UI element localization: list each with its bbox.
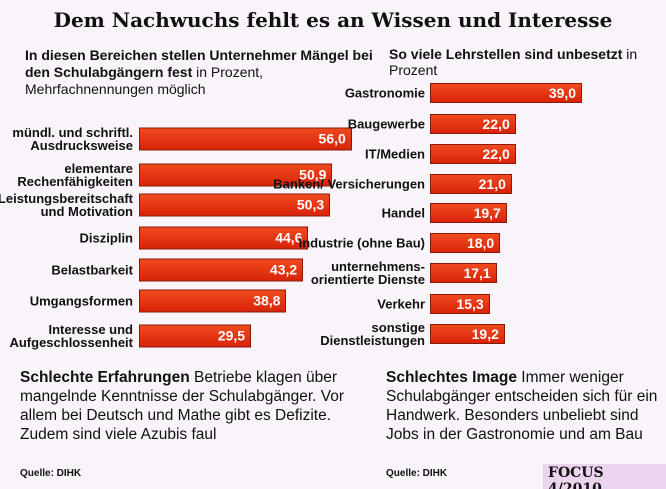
left-chart-title: In diesen Bereichen stellen Unternehmer … <box>25 47 373 80</box>
bar: 18,0 <box>430 233 501 253</box>
left-chart-subtitle: In diesen Bereichen stellen Unternehmer … <box>25 47 375 98</box>
value-label: 56,0 <box>318 130 346 147</box>
right-text: Schlechtes Image Immer weniger Schulabgä… <box>386 368 664 444</box>
bar: 50,9 <box>139 163 333 187</box>
value-label: 50,3 <box>296 196 325 213</box>
bar: 56,0 <box>139 127 352 151</box>
bar: 19,2 <box>430 324 505 344</box>
value-label: 15,3 <box>456 296 484 312</box>
bar: 50,3 <box>139 193 331 217</box>
value-label: 44,6 <box>275 229 303 246</box>
right-text-body: Immer weniger Schulabgänger entscheiden … <box>386 369 658 443</box>
category-label: mündl. und schriftl. Ausdrucksweise <box>12 125 133 153</box>
bar: 19,7 <box>430 203 507 223</box>
bar: 43,2 <box>139 258 304 282</box>
value-label: 50,9 <box>299 166 327 183</box>
value-label: 38,8 <box>253 292 281 309</box>
category-label: Leistungsbereitschaft und Motivation <box>0 191 133 219</box>
category-label: Gastronomie <box>344 85 425 101</box>
category-label: Belastbarkeit <box>51 262 133 278</box>
category-label: elementare Rechenfähigkeiten <box>17 161 133 189</box>
value-label: 21,0 <box>478 176 506 192</box>
right-chart-subtitle: So viele Lehrstellen sind unbesetzt in P… <box>389 46 666 78</box>
value-label: 22,0 <box>482 116 510 132</box>
left-source: Quelle: DIHK <box>20 468 82 479</box>
bar: 22,0 <box>430 144 516 164</box>
value-label: 29,5 <box>217 327 246 344</box>
bar: 21,0 <box>430 174 512 194</box>
left-text: Schlechte Erfahrungen Betriebe klagen üb… <box>20 368 372 444</box>
bar: 22,0 <box>430 114 516 134</box>
category-label: Banken/ Versicherungen <box>273 176 425 192</box>
bar: 44,6 <box>139 226 309 250</box>
right-source: Quelle: DIHK <box>386 468 448 479</box>
bar: 38,8 <box>139 289 287 313</box>
value-label: 18,0 <box>466 235 495 251</box>
bar: 15,3 <box>430 294 490 314</box>
category-label: Umgangsformen <box>29 293 133 309</box>
category-label: Handel <box>381 205 425 221</box>
value-label: 19,7 <box>473 205 501 221</box>
left-text-body: Betriebe klagen über mangelnde Kenntniss… <box>20 369 345 443</box>
bar: 39,0 <box>430 83 583 103</box>
left-chart-unit: in Prozent, <box>196 64 264 80</box>
category-label: Baugewerbe <box>347 116 425 132</box>
right-chart-title: So viele Lehrstellen sind unbesetzt <box>389 46 623 62</box>
category-label: Interesse und Aufgeschlossenheit <box>9 322 133 350</box>
bar: 17,1 <box>430 263 497 283</box>
value-label: 19,2 <box>471 326 499 342</box>
left-text-head: Schlechte Erfahrungen <box>20 369 190 386</box>
category-label: sonstige Dienstleistungen <box>320 320 425 348</box>
right-text-head: Schlechtes Image <box>386 369 517 386</box>
category-label: Disziplin <box>79 230 133 246</box>
focus-credit: FOCUS 4/2010 <box>543 464 666 489</box>
value-label: 43,2 <box>269 261 298 278</box>
value-label: 17,1 <box>463 265 491 281</box>
page-title: Dem Nachwuchs fehlt es an Wissen und Int… <box>53 8 613 32</box>
bar: 29,5 <box>139 324 252 348</box>
category-label: IT/Medien <box>365 146 425 162</box>
left-chart-note: Mehrfachnennungen möglich <box>25 81 206 97</box>
value-label: 22,0 <box>482 146 510 162</box>
right-chart-unit: in Prozent <box>389 46 638 78</box>
category-label: Verkehr <box>377 296 425 312</box>
value-label: 39,0 <box>548 85 577 101</box>
category-label: unternehmens- orientierte Dienste <box>310 259 425 287</box>
category-label: Industrie (ohne Bau) <box>298 235 425 251</box>
